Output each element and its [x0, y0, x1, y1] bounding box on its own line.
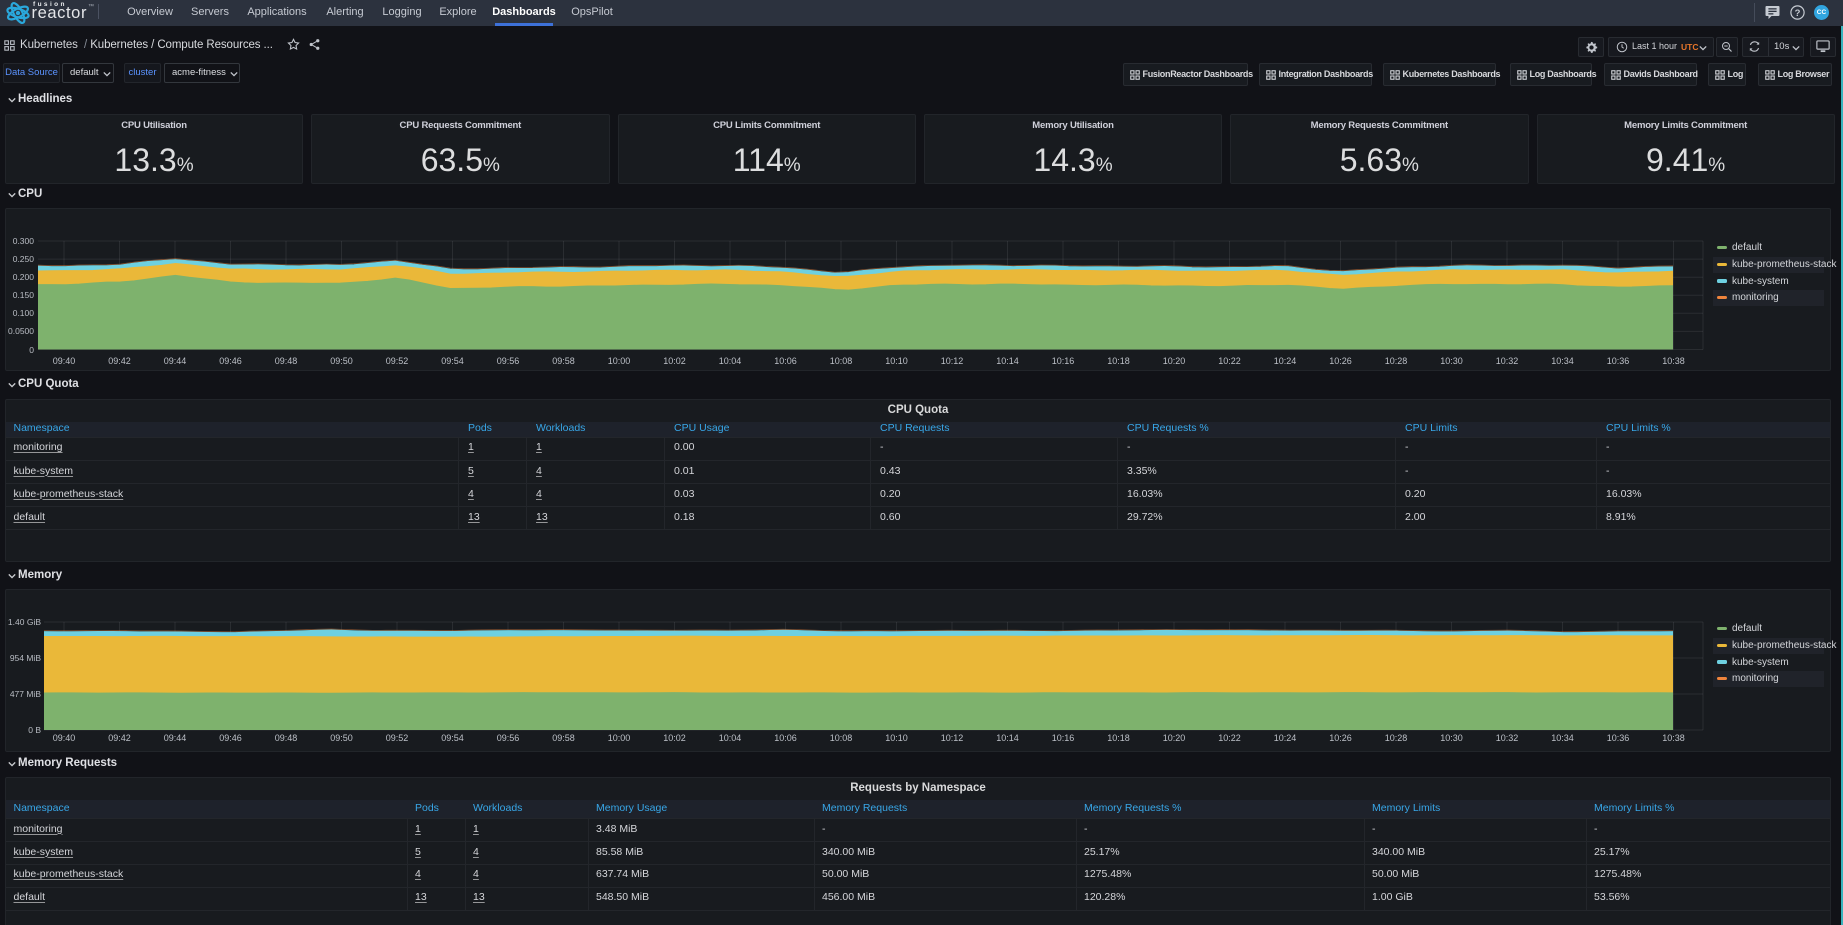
svg-text:?: ? — [1795, 8, 1801, 19]
